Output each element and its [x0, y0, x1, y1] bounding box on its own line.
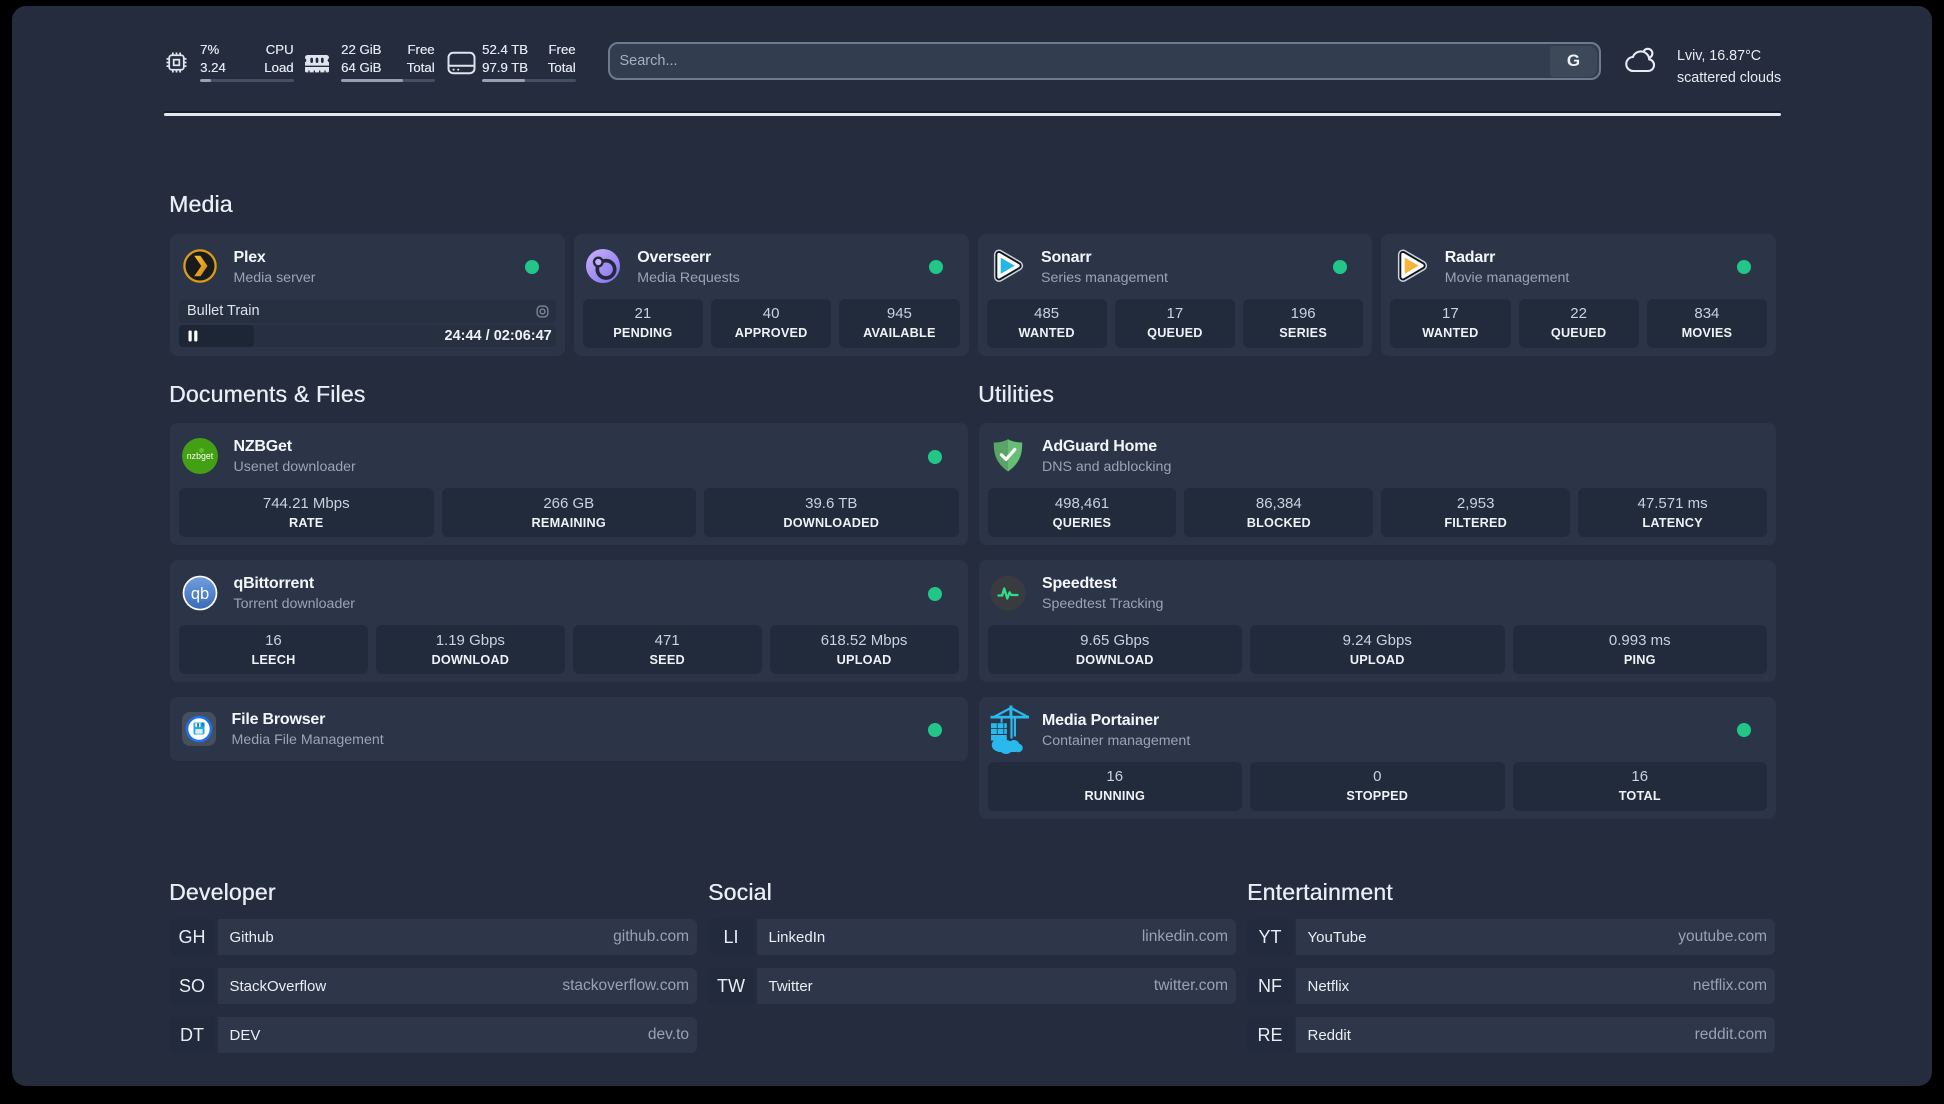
svg-text:nzbget: nzbget	[186, 451, 213, 461]
svg-text:qb: qb	[190, 585, 208, 603]
